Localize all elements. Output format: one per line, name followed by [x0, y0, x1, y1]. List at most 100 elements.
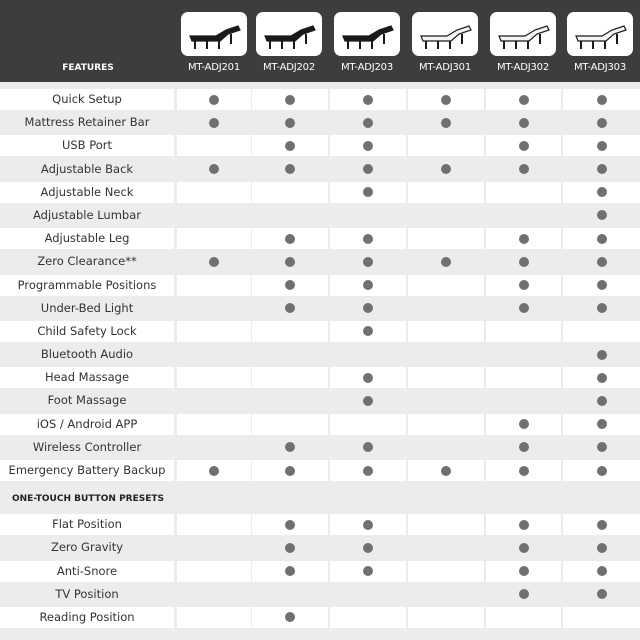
feature-cell	[486, 390, 561, 411]
included-dot-icon	[363, 542, 373, 553]
feature-cell	[177, 537, 251, 558]
feature-cell	[408, 344, 484, 365]
included-dot-icon	[597, 372, 607, 383]
included-dot-icon	[363, 465, 373, 476]
table-row: Quick Setup	[0, 89, 640, 112]
included-dot-icon	[518, 519, 529, 530]
feature-cell	[408, 159, 484, 180]
feature-cell	[486, 320, 561, 342]
table-row: Programmable Positions	[0, 274, 640, 298]
included-dot-icon	[518, 256, 529, 267]
included-dot-icon	[209, 465, 219, 476]
product-name: MT-ADJ203	[341, 62, 393, 73]
feature-cell	[408, 367, 484, 389]
feature-cell	[330, 344, 406, 365]
feature-cell	[486, 413, 561, 435]
included-dot-icon	[597, 94, 607, 105]
feature-label: Under-Bed Light	[40, 300, 134, 315]
feature-cell	[252, 320, 328, 342]
feature-cell	[177, 390, 251, 411]
feature-label: Child Safety Lock	[0, 320, 174, 342]
feature-cell	[177, 205, 251, 226]
feature-cell	[563, 251, 640, 272]
feature-cell	[330, 205, 406, 226]
feature-cell	[408, 320, 484, 342]
feature-cell	[177, 274, 251, 296]
feature-cell	[177, 298, 251, 319]
included-dot-icon	[597, 589, 607, 600]
included-dot-icon	[363, 280, 373, 290]
feature-cell	[486, 606, 561, 628]
feature-label: Mattress Retainer Bar	[24, 115, 150, 130]
feature-cell	[563, 274, 640, 296]
feature-cell	[330, 228, 406, 250]
feature-cell	[486, 274, 561, 296]
product-name: MT-ADJ302	[497, 62, 549, 73]
included-dot-icon	[363, 94, 373, 105]
included-dot-icon	[441, 164, 451, 175]
included-dot-icon	[597, 566, 607, 577]
table-row: Bluetooth Audio	[0, 344, 640, 367]
feature-cell	[330, 413, 406, 435]
included-dot-icon	[518, 566, 529, 577]
feature-cell	[330, 112, 406, 133]
included-dot-icon	[363, 117, 373, 128]
table-row: Flat Position	[0, 514, 640, 537]
feature-cell	[486, 537, 561, 558]
feature-cell	[408, 437, 484, 458]
feature-cell	[408, 584, 484, 605]
feature-cell	[177, 320, 251, 342]
feature-cell	[177, 584, 251, 605]
feature-label: Flat Position	[0, 514, 174, 536]
included-dot-icon	[597, 303, 607, 314]
feature-table: Quick Setup Mattress Retainer Bar USB Port…	[0, 89, 640, 630]
table-row: Wireless Controller	[0, 437, 640, 460]
product-image	[567, 12, 633, 56]
feature-cell	[486, 584, 561, 605]
feature-cell	[408, 274, 484, 296]
feature-cell	[330, 320, 406, 342]
feature-cell	[563, 413, 640, 435]
feature-label: USB Port	[0, 135, 174, 157]
included-dot-icon	[518, 589, 529, 600]
feature-label: iOS / Android APP	[0, 413, 174, 435]
included-dot-icon	[597, 140, 607, 151]
feature-label: Adjustable Lumbar	[33, 207, 141, 222]
feature-cell	[408, 228, 484, 250]
table-row: Reading Position	[0, 606, 640, 630]
included-dot-icon	[209, 164, 219, 175]
included-dot-icon	[597, 442, 607, 453]
feature-label: Reading Position	[0, 606, 174, 628]
table-row: Foot Massage	[0, 390, 640, 413]
feature-cell	[486, 89, 561, 110]
included-dot-icon	[597, 395, 607, 406]
product-column-mt-adj302: MT-ADJ302	[484, 12, 562, 73]
included-dot-icon	[363, 303, 373, 314]
feature-cell	[252, 274, 328, 296]
included-dot-icon	[518, 465, 529, 476]
included-dot-icon	[597, 187, 607, 198]
feature-cell	[408, 135, 484, 157]
feature-cell	[563, 320, 640, 342]
feature-cell	[486, 437, 561, 458]
feature-cell	[563, 514, 640, 536]
included-dot-icon	[363, 233, 373, 244]
included-dot-icon	[441, 256, 451, 267]
table-row: iOS / Android APP	[0, 413, 640, 437]
feature-cell	[330, 437, 406, 458]
feature-cell	[177, 514, 251, 536]
feature-label: Adjustable Neck	[0, 181, 174, 203]
feature-cell	[563, 390, 640, 411]
included-dot-icon	[597, 465, 607, 476]
product-column-mt-adj303: MT-ADJ303	[561, 12, 639, 73]
product-image	[490, 12, 556, 56]
feature-cell	[486, 298, 561, 319]
feature-cell	[408, 112, 484, 133]
feature-cell	[563, 460, 640, 481]
feature-cell	[563, 181, 640, 203]
included-dot-icon	[285, 117, 295, 128]
included-dot-icon	[597, 542, 607, 553]
product-name: MT-ADJ303	[574, 62, 626, 73]
feature-cell	[177, 135, 251, 157]
feature-cell	[330, 159, 406, 180]
